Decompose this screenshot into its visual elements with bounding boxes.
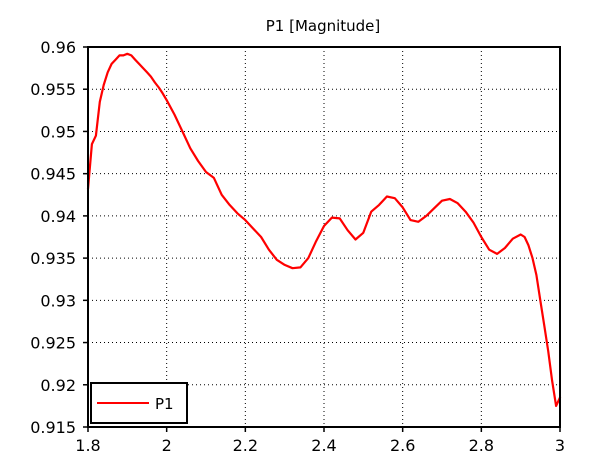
x-tick-label-2: 2.2 — [233, 436, 258, 455]
y-tick-label-5: 0.94 — [40, 207, 76, 226]
y-tick-label-6: 0.945 — [30, 165, 76, 184]
grid-lines — [88, 47, 560, 427]
series-line-p1 — [86, 52, 562, 407]
legend: P1 — [90, 382, 188, 424]
y-tick-label-9: 0.96 — [40, 38, 76, 57]
legend-label-p1: P1 — [155, 395, 174, 413]
x-tick-label-5: 2.8 — [469, 436, 494, 455]
chart-title: P1 [Magnitude] — [266, 17, 381, 35]
x-tick-label-1: 2 — [162, 436, 172, 455]
series-layer — [86, 52, 562, 407]
y-tick-label-0: 0.915 — [30, 418, 76, 437]
y-tick-label-4: 0.935 — [30, 249, 76, 268]
axis-ticks: 1.8 2 2.2 2.4 2.6 2.8 3 0.915 0.92 0.925 0.93 0.935… — [30, 38, 565, 455]
x-tick-label-0: 1.8 — [75, 436, 100, 455]
y-tick-label-3: 0.93 — [40, 291, 76, 310]
y-tick-label-1: 0.92 — [40, 376, 76, 395]
y-tick-label-7: 0.95 — [40, 122, 76, 141]
x-tick-label-6: 3 — [555, 436, 565, 455]
x-tick-label-3: 2.4 — [311, 436, 336, 455]
y-tick-label-8: 0.955 — [30, 80, 76, 99]
y-tick-label-2: 0.925 — [30, 334, 76, 353]
x-tick-label-4: 2.6 — [390, 436, 415, 455]
